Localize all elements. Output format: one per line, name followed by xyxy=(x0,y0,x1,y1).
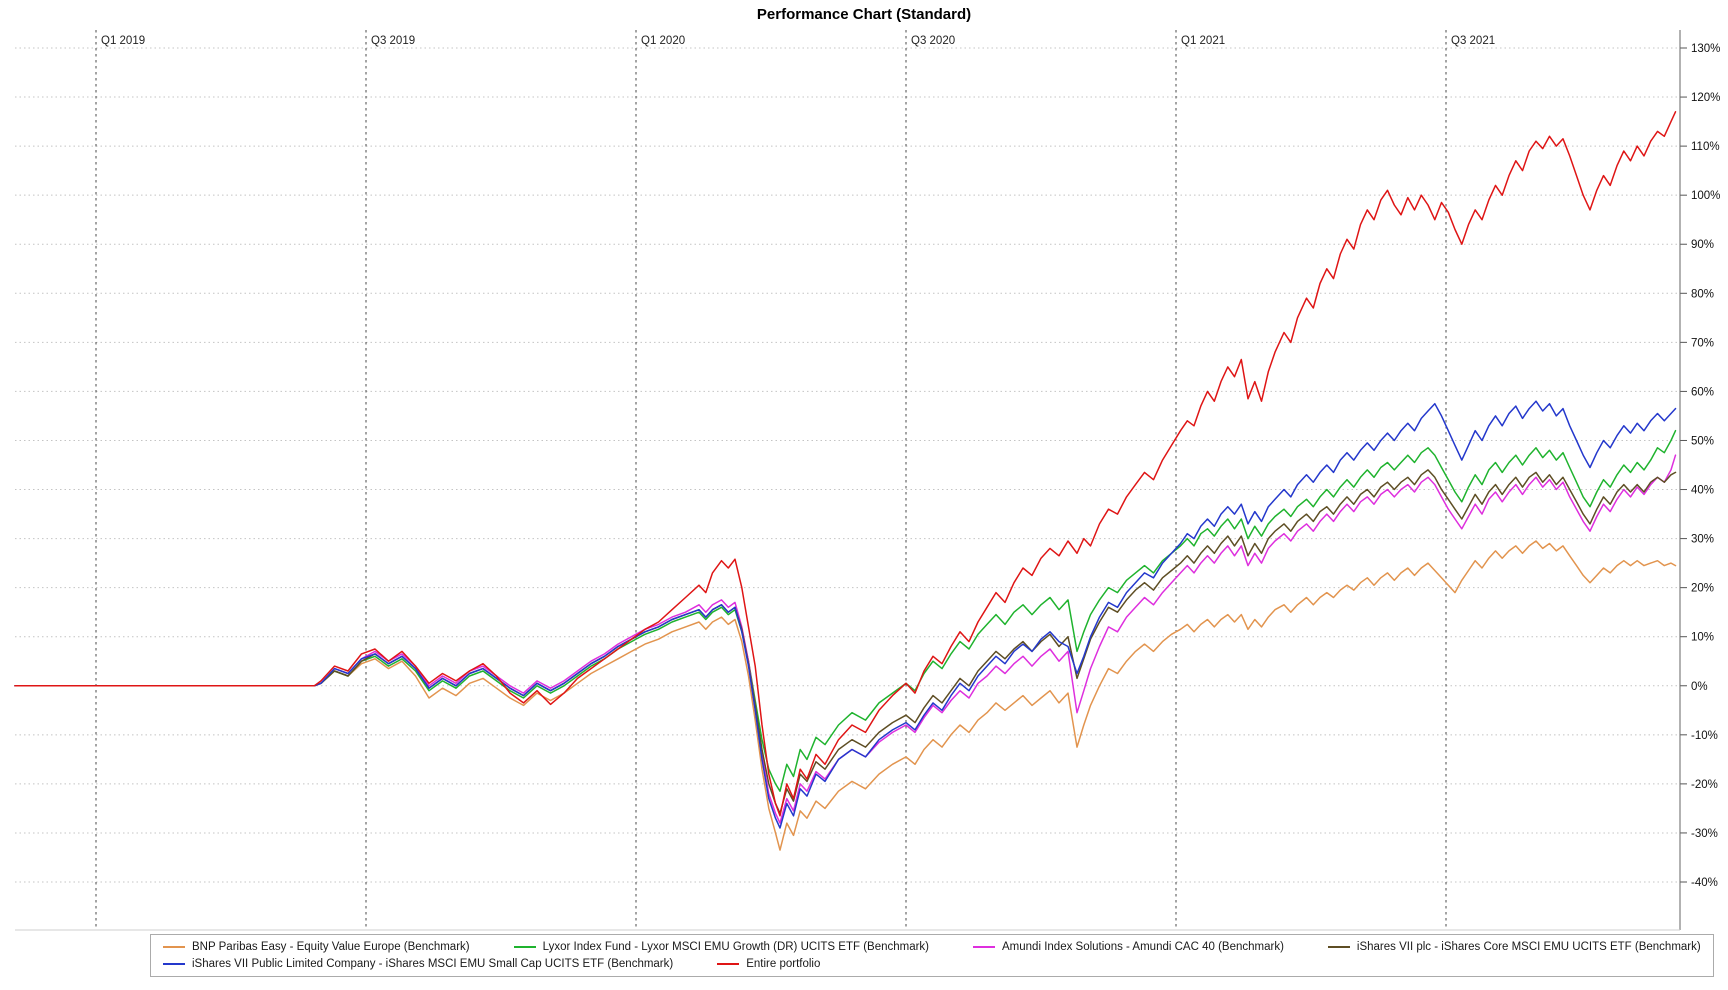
x-axis-label: Q1 2020 xyxy=(641,35,685,47)
series-line-4 xyxy=(14,400,1677,829)
legend-label: Entire portfolio xyxy=(746,958,821,970)
series-line-2 xyxy=(14,454,1677,824)
x-axis-label: Q1 2019 xyxy=(101,35,145,47)
y-axis-label: -30% xyxy=(1691,828,1718,840)
y-axis-label: 30% xyxy=(1691,534,1714,546)
y-axis-label: 120% xyxy=(1691,92,1720,104)
y-axis-label: 0% xyxy=(1691,681,1708,693)
y-axis-label: 90% xyxy=(1691,239,1714,251)
y-axis-label: 40% xyxy=(1691,485,1714,497)
legend-item[interactable]: BNP Paribas Easy - Equity Value Europe (… xyxy=(163,941,470,953)
legend-label: iShares VII Public Limited Company - iSh… xyxy=(192,958,674,970)
y-axis-label: 20% xyxy=(1691,583,1714,595)
legend-item[interactable]: iShares VII Public Limited Company - iSh… xyxy=(163,958,673,970)
legend-label: Amundi Index Solutions - Amundi CAC 40 (… xyxy=(1002,941,1284,953)
legend-row-2: iShares VII Public Limited Company - iSh… xyxy=(163,958,1701,970)
x-axis-label: Q1 2021 xyxy=(1181,35,1225,47)
series-line-1 xyxy=(14,429,1677,792)
y-axis-label: 130% xyxy=(1691,43,1720,55)
y-axis-label: -40% xyxy=(1691,877,1718,889)
legend-item[interactable]: Lyxor Index Fund - Lyxor MSCI EMU Growth… xyxy=(513,941,930,953)
legend-row-1: BNP Paribas Easy - Equity Value Europe (… xyxy=(163,941,1701,953)
legend-item[interactable]: Entire portfolio xyxy=(717,958,820,970)
y-axis-label: 110% xyxy=(1691,141,1720,153)
y-axis-label: 10% xyxy=(1691,632,1714,644)
x-axis-label: Q3 2019 xyxy=(371,35,415,47)
legend-label: BNP Paribas Easy - Equity Value Europe (… xyxy=(192,941,470,953)
series-line-3 xyxy=(14,469,1677,815)
series-line-5 xyxy=(14,111,1677,817)
legend-swatch-line xyxy=(163,963,185,965)
chart-title: Performance Chart (Standard) xyxy=(756,6,972,23)
legend-item[interactable]: iShares VII plc - iShares Core MSCI EMU … xyxy=(1327,941,1701,953)
y-axis-label: -10% xyxy=(1691,730,1718,742)
legend-swatch-line xyxy=(973,946,996,948)
legend-item[interactable]: Amundi Index Solutions - Amundi CAC 40 (… xyxy=(973,941,1284,953)
y-axis-label: 70% xyxy=(1691,337,1714,349)
x-axis-label: Q3 2020 xyxy=(911,35,955,47)
legend-swatch-line xyxy=(717,963,740,965)
legend-box: BNP Paribas Easy - Equity Value Europe (… xyxy=(150,934,1714,977)
legend-label: iShares VII plc - iShares Core MSCI EMU … xyxy=(1356,941,1701,953)
y-axis-label: 100% xyxy=(1691,190,1720,202)
x-axis-label: Q3 2021 xyxy=(1451,35,1495,47)
y-axis-label: 60% xyxy=(1691,386,1714,398)
series-line-0 xyxy=(14,540,1677,851)
legend-swatch-line xyxy=(163,946,185,948)
legend-swatch-line xyxy=(1327,946,1350,948)
legend-swatch-line xyxy=(513,946,536,948)
y-axis-label: -20% xyxy=(1691,779,1718,791)
legend-label: Lyxor Index Fund - Lyxor MSCI EMU Growth… xyxy=(542,941,930,953)
y-axis-label: 80% xyxy=(1691,288,1714,300)
y-axis-label: 50% xyxy=(1691,435,1714,447)
